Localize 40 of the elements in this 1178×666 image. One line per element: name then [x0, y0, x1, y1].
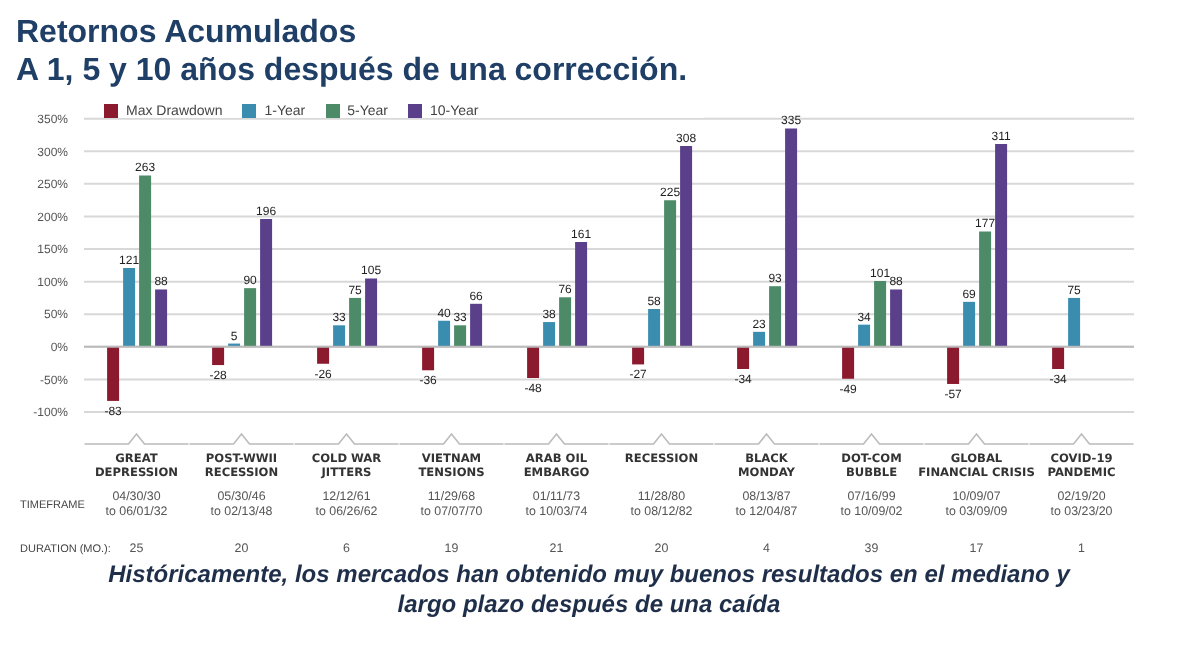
bar: [753, 331, 766, 347]
bar: [785, 128, 798, 347]
text: Históricamente, los mercados han obtenido muy buenos resultados en el mediano y largo plazo después de una caída: [106, 558, 1073, 620]
bar: [858, 324, 871, 347]
bar: [212, 346, 225, 366]
bar: [543, 322, 556, 347]
bar: [1052, 346, 1065, 369]
bar: [155, 289, 168, 347]
bar: [664, 200, 677, 347]
bar: [890, 289, 903, 347]
bar: [842, 346, 855, 379]
chart-title: Retornos Acumulados: [16, 16, 359, 52]
bar: [648, 309, 661, 347]
bar: [139, 175, 152, 347]
bar: [470, 303, 483, 347]
bar: [365, 278, 378, 347]
bar: [963, 301, 976, 347]
bar: [995, 144, 1008, 347]
bar: [947, 346, 960, 384]
bar: [244, 288, 257, 347]
bar: [260, 219, 273, 347]
bar: [575, 241, 588, 347]
bar: [438, 320, 451, 347]
bar: [559, 297, 572, 347]
bar: [123, 267, 136, 347]
bar: [680, 146, 693, 347]
bar: [874, 280, 887, 347]
bar: [422, 346, 435, 371]
chart-subtitle: A 1, 5 y 10 años después de una corrección.: [16, 52, 690, 92]
bar: [1068, 297, 1081, 347]
bar: [527, 346, 540, 379]
bar: [769, 286, 782, 347]
bar: [333, 325, 346, 347]
bar: [317, 346, 330, 364]
bar: [454, 325, 467, 347]
bar: [979, 231, 992, 347]
bar: [737, 346, 750, 369]
bar: [632, 346, 645, 365]
bar: [349, 297, 362, 347]
bar: [107, 346, 120, 401]
